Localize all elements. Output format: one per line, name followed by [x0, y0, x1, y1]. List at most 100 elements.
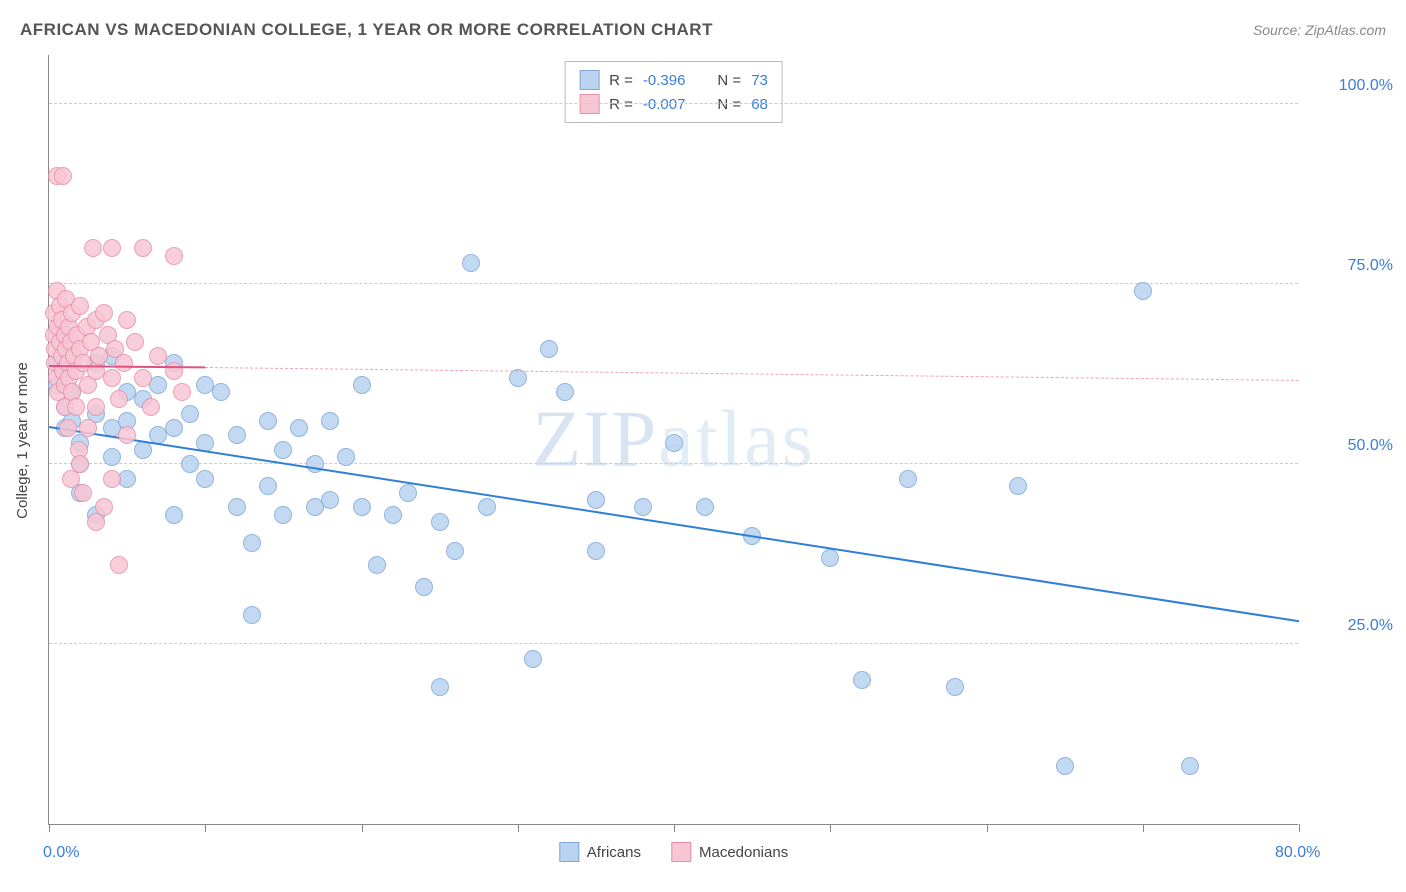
- data-point: [368, 556, 386, 574]
- data-point: [274, 506, 292, 524]
- data-point: [142, 398, 160, 416]
- data-point: [110, 556, 128, 574]
- data-point: [181, 405, 199, 423]
- x-tick-label: 0.0%: [43, 844, 79, 862]
- data-point: [103, 369, 121, 387]
- data-point: [274, 441, 292, 459]
- gridline: [49, 283, 1298, 284]
- x-tick: [518, 824, 519, 832]
- data-point: [212, 383, 230, 401]
- legend-series-item: Africans: [559, 842, 641, 862]
- y-axis-label: College, 1 year or more: [14, 362, 31, 519]
- data-point: [87, 398, 105, 416]
- data-point: [384, 506, 402, 524]
- y-tick-label: 50.0%: [1348, 437, 1393, 455]
- x-tick: [1143, 824, 1144, 832]
- y-tick-label: 75.0%: [1348, 257, 1393, 275]
- data-point: [165, 362, 183, 380]
- data-point: [353, 498, 371, 516]
- data-point: [665, 434, 683, 452]
- data-point: [587, 491, 605, 509]
- data-point: [431, 678, 449, 696]
- data-point: [67, 398, 85, 416]
- data-point: [228, 498, 246, 516]
- data-point: [243, 606, 261, 624]
- data-point: [115, 354, 133, 372]
- data-point: [540, 340, 558, 358]
- data-point: [353, 376, 371, 394]
- data-point: [431, 513, 449, 531]
- legend-series-label: Macedonians: [699, 844, 788, 861]
- x-tick: [674, 824, 675, 832]
- data-point: [71, 455, 89, 473]
- data-point: [95, 304, 113, 322]
- data-point: [321, 491, 339, 509]
- legend-series-item: Macedonians: [671, 842, 788, 862]
- data-point: [103, 448, 121, 466]
- data-point: [321, 412, 339, 430]
- data-point: [165, 506, 183, 524]
- y-tick-label: 100.0%: [1339, 77, 1393, 95]
- gridline: [49, 463, 1298, 464]
- data-point: [853, 671, 871, 689]
- data-point: [103, 239, 121, 257]
- data-point: [149, 376, 167, 394]
- data-point: [1134, 282, 1152, 300]
- data-point: [462, 254, 480, 272]
- data-point: [446, 542, 464, 560]
- data-point: [165, 419, 183, 437]
- chart-title: AFRICAN VS MACEDONIAN COLLEGE, 1 YEAR OR…: [20, 20, 713, 40]
- data-point: [259, 477, 277, 495]
- data-point: [173, 383, 191, 401]
- data-point: [110, 390, 128, 408]
- legend-stat-row: R = -0.396 N = 73: [579, 68, 768, 92]
- data-point: [259, 412, 277, 430]
- x-tick: [987, 824, 988, 832]
- data-point: [74, 484, 92, 502]
- data-point: [228, 426, 246, 444]
- trend-line: [49, 426, 1299, 622]
- trend-line: [205, 367, 1299, 381]
- source-attribution: Source: ZipAtlas.com: [1253, 22, 1386, 38]
- data-point: [103, 470, 121, 488]
- r-label: R =: [609, 72, 633, 89]
- data-point: [59, 419, 77, 437]
- data-point: [1181, 757, 1199, 775]
- data-point: [165, 247, 183, 265]
- n-label: N =: [717, 72, 741, 89]
- data-point: [399, 484, 417, 502]
- data-point: [524, 650, 542, 668]
- data-point: [634, 498, 652, 516]
- data-point: [84, 239, 102, 257]
- data-point: [118, 470, 136, 488]
- data-point: [899, 470, 917, 488]
- data-point: [79, 419, 97, 437]
- x-tick-label: 80.0%: [1275, 844, 1320, 862]
- x-tick: [830, 824, 831, 832]
- data-point: [149, 347, 167, 365]
- n-value: 73: [751, 72, 768, 89]
- legend-swatch: [579, 70, 599, 90]
- data-point: [134, 369, 152, 387]
- data-point: [587, 542, 605, 560]
- y-tick-label: 25.0%: [1348, 617, 1393, 635]
- scatter-chart: ZIPatlas R =-0.396N =73R =-0.007N =68 Af…: [48, 55, 1298, 825]
- data-point: [118, 426, 136, 444]
- legend-series-label: Africans: [587, 844, 641, 861]
- data-point: [821, 549, 839, 567]
- data-point: [478, 498, 496, 516]
- data-point: [54, 167, 72, 185]
- data-point: [696, 498, 714, 516]
- data-point: [337, 448, 355, 466]
- data-point: [1056, 757, 1074, 775]
- data-point: [415, 578, 433, 596]
- data-point: [118, 311, 136, 329]
- data-point: [243, 534, 261, 552]
- data-point: [556, 383, 574, 401]
- x-tick: [1299, 824, 1300, 832]
- data-point: [290, 419, 308, 437]
- r-value: -0.396: [643, 72, 686, 89]
- x-tick: [49, 824, 50, 832]
- data-point: [181, 455, 199, 473]
- series-legend: Africans Macedonians: [559, 842, 788, 862]
